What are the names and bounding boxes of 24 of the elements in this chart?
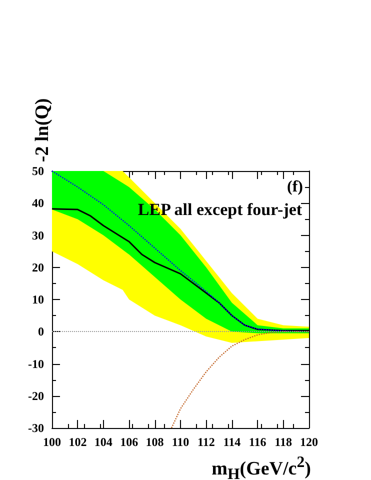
x-tick-label: 118 (274, 435, 292, 449)
y-tick-label: 50 (32, 164, 44, 178)
y-tick-label: 40 (32, 196, 44, 210)
x-tick-label: 114 (223, 435, 241, 449)
x-tick-label: 102 (68, 435, 87, 449)
y-tick-label: 30 (32, 228, 44, 242)
x-tick-label: 120 (300, 435, 318, 449)
x-tick-label: 106 (120, 435, 138, 449)
y-tick-label: 0 (38, 324, 44, 339)
x-tick-label: 116 (248, 435, 266, 449)
y-tick-label: -30 (28, 421, 44, 435)
annotation: (f) (287, 178, 303, 196)
y-tick-label: 20 (32, 260, 44, 274)
y-tick-label: -10 (28, 356, 44, 371)
x-tick-label: 100 (43, 435, 61, 449)
y-axis-title: -2 ln(Q) (32, 98, 53, 162)
x-tick-label: 104 (94, 435, 112, 449)
y-tick-label: 10 (32, 292, 44, 306)
x-tick-label: 112 (198, 435, 215, 449)
x-axis-title: m$_{H}$(GeV/c$^{2}$) (212, 453, 311, 480)
x-tick-label: 108 (146, 435, 164, 449)
x-tick-label: 110 (172, 435, 190, 449)
y-tick-label: -20 (28, 388, 44, 403)
line-series (170, 331, 310, 429)
